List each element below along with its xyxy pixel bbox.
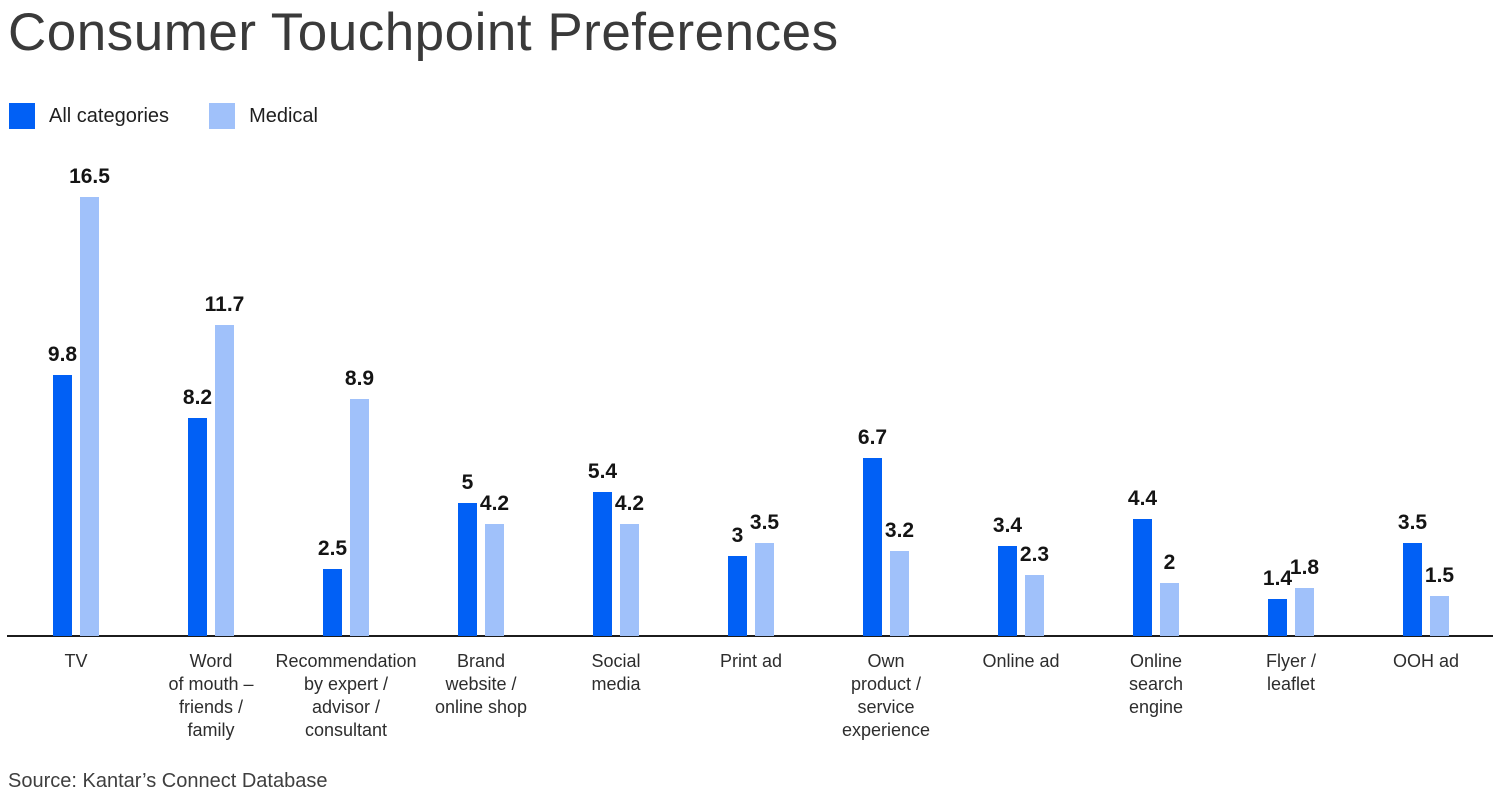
bar-all-categories-flyer-leaflet xyxy=(1268,599,1287,636)
bar-all-categories-word-of-mouth-friends-family xyxy=(188,418,207,636)
bar-value-label-medical-social-media: 4.2 xyxy=(614,492,645,515)
bar-value-label-all-categories-own-product-service-experience: 6.7 xyxy=(857,426,888,449)
bar-medical-print-ad xyxy=(755,543,774,636)
bar-value-label-all-categories-online-ad: 3.4 xyxy=(992,514,1023,537)
bar-value-label-all-categories-social-media: 5.4 xyxy=(587,460,618,483)
category-label-online-search-engine: Online search engine xyxy=(1128,651,1184,717)
bar-all-categories-online-search-engine xyxy=(1133,519,1152,636)
bar-all-categories-online-ad xyxy=(998,546,1017,636)
legend-label-all-categories: All categories xyxy=(49,104,170,127)
bar-value-label-medical-word-of-mouth-friends-family: 11.7 xyxy=(204,293,245,316)
bar-medical-recommendation-by-expert-advisor-consultant xyxy=(350,399,369,636)
legend-label-medical: Medical xyxy=(249,104,318,127)
bar-value-label-all-categories-online-search-engine: 4.4 xyxy=(1127,487,1158,510)
category-label-recommendation-by-expert-advisor-consultant: Recommendation by expert / advisor / con… xyxy=(275,651,417,740)
bar-value-label-all-categories-brand-website-online-shop: 5 xyxy=(461,471,474,494)
bar-value-label-all-categories-ooh-ad: 3.5 xyxy=(1397,511,1428,534)
bar-medical-social-media xyxy=(620,524,639,636)
category-label-ooh-ad: OOH ad xyxy=(1392,651,1460,671)
legend-swatch-all-categories xyxy=(9,103,35,129)
bar-value-label-medical-tv: 16.5 xyxy=(69,165,110,188)
bar-value-label-all-categories-recommendation-by-expert-advisor-consultant: 2.5 xyxy=(317,537,348,560)
category-label-flyer-leaflet: Flyer / leaflet xyxy=(1265,651,1316,694)
bar-all-categories-brand-website-online-shop xyxy=(458,503,477,636)
bar-all-categories-tv xyxy=(53,375,72,636)
bar-value-label-medical-own-product-service-experience: 3.2 xyxy=(884,519,915,542)
bar-medical-brand-website-online-shop xyxy=(485,524,504,636)
bar-value-label-medical-ooh-ad: 1.5 xyxy=(1424,564,1455,587)
source-note: Source: Kantar’s Connect Database xyxy=(8,770,328,792)
bar-all-categories-recommendation-by-expert-advisor-consultant xyxy=(323,569,342,636)
chart-title: Consumer Touchpoint Preferences xyxy=(8,3,839,62)
bar-value-label-medical-online-search-engine: 2 xyxy=(1163,551,1176,574)
bar-value-label-all-categories-print-ad: 3 xyxy=(731,524,744,547)
bar-all-categories-own-product-service-experience xyxy=(863,458,882,636)
bar-all-categories-ooh-ad xyxy=(1403,543,1422,636)
bar-value-label-medical-online-ad: 2.3 xyxy=(1019,543,1050,566)
bar-medical-ooh-ad xyxy=(1430,596,1449,636)
category-label-own-product-service-experience: Own product / service experience xyxy=(841,651,931,740)
legend: All categories Medical xyxy=(9,103,318,129)
bar-value-label-medical-brand-website-online-shop: 4.2 xyxy=(479,492,510,515)
category-label-online-ad: Online ad xyxy=(982,651,1060,671)
bar-all-categories-print-ad xyxy=(728,556,747,636)
bar-value-label-all-categories-tv: 9.8 xyxy=(47,343,78,366)
legend-item-medical: Medical xyxy=(209,103,318,129)
bar-medical-word-of-mouth-friends-family xyxy=(215,325,234,636)
category-label-tv: TV xyxy=(64,651,88,671)
category-label-word-of-mouth-friends-family: Word of mouth – friends / family xyxy=(168,651,254,740)
bar-value-label-medical-flyer-leaflet: 1.8 xyxy=(1289,556,1320,579)
category-label-social-media: Social media xyxy=(591,651,641,694)
bar-medical-flyer-leaflet xyxy=(1295,588,1314,636)
bar-medical-tv xyxy=(80,197,99,636)
bar-value-label-medical-recommendation-by-expert-advisor-consultant: 8.9 xyxy=(344,367,375,390)
category-label-brand-website-online-shop: Brand website / online shop xyxy=(434,651,528,717)
bar-medical-online-ad xyxy=(1025,575,1044,636)
bar-value-label-all-categories-word-of-mouth-friends-family: 8.2 xyxy=(182,386,213,409)
bar-value-label-medical-print-ad: 3.5 xyxy=(749,511,780,534)
bar-medical-own-product-service-experience xyxy=(890,551,909,636)
bar-medical-online-search-engine xyxy=(1160,583,1179,636)
bar-value-label-all-categories-flyer-leaflet: 1.4 xyxy=(1262,567,1293,590)
category-label-print-ad: Print ad xyxy=(719,651,783,671)
bar-all-categories-social-media xyxy=(593,492,612,636)
legend-item-all-categories: All categories xyxy=(9,103,169,129)
x-axis-line xyxy=(7,635,1493,637)
legend-swatch-medical xyxy=(209,103,236,129)
